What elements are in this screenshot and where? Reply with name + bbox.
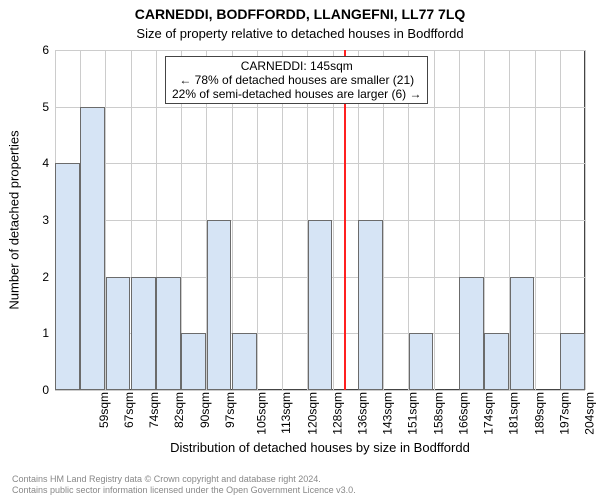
x-tick-label: 90sqm <box>198 392 212 428</box>
chart-subtitle: Size of property relative to detached ho… <box>0 26 600 41</box>
x-tick-label: 174sqm <box>482 392 496 435</box>
x-tick-label: 136sqm <box>356 392 370 435</box>
y-tick-label: 1 <box>42 326 49 340</box>
annotation-line: CARNEDDI: 145sqm <box>172 59 421 73</box>
x-tick-label: 166sqm <box>457 392 471 435</box>
histogram-bar <box>156 277 181 390</box>
x-tick-label: 105sqm <box>255 392 269 435</box>
y-tick-label: 4 <box>42 156 49 170</box>
y-axis-label: Number of detached properties <box>6 50 22 390</box>
gridline-h <box>55 107 585 108</box>
histogram-bar <box>181 333 206 390</box>
y-tick-label: 6 <box>42 43 49 57</box>
x-tick-label: 67sqm <box>122 392 136 428</box>
footer-line: Contains public sector information licen… <box>12 485 356 496</box>
plot-area: 012345659sqm67sqm74sqm82sqm90sqm97sqm105… <box>55 50 585 390</box>
histogram-bar <box>459 277 484 390</box>
x-tick-label: 120sqm <box>305 392 319 435</box>
y-tick-label: 0 <box>42 383 49 397</box>
x-tick-label: 128sqm <box>330 392 344 435</box>
x-axis-label: Distribution of detached houses by size … <box>55 440 585 455</box>
x-tick-label: 158sqm <box>431 392 445 435</box>
annotation-box: CARNEDDI: 145sqm← 78% of detached houses… <box>165 56 428 104</box>
gridline-v <box>535 50 536 390</box>
y-tick-label: 3 <box>42 213 49 227</box>
annotation-line: ← 78% of detached houses are smaller (21… <box>172 73 421 87</box>
histogram-bar <box>80 107 105 390</box>
x-tick-label: 59sqm <box>97 392 111 428</box>
x-tick-label: 151sqm <box>406 392 420 435</box>
histogram-bar <box>484 333 509 390</box>
histogram-bar <box>232 333 257 390</box>
x-tick-label: 204sqm <box>583 392 597 435</box>
histogram-bar <box>207 220 232 390</box>
x-tick-label: 97sqm <box>223 392 237 428</box>
gridline-h <box>55 390 585 391</box>
histogram-bar <box>510 277 535 390</box>
histogram-bar <box>131 277 156 390</box>
x-tick-label: 197sqm <box>558 392 572 435</box>
histogram-bar <box>106 277 131 390</box>
chart-title: CARNEDDI, BODFFORDD, LLANGEFNI, LL77 7LQ <box>0 6 600 22</box>
gridline-h <box>55 163 585 164</box>
histogram-bar <box>308 220 333 390</box>
gridline-h <box>55 50 585 51</box>
x-tick-label: 189sqm <box>532 392 546 435</box>
footer-line: Contains HM Land Registry data © Crown c… <box>12 474 356 485</box>
histogram-bar <box>358 220 383 390</box>
gridline-v <box>585 50 586 390</box>
y-tick-label: 5 <box>42 100 49 114</box>
x-tick-label: 181sqm <box>507 392 521 435</box>
footer-attribution: Contains HM Land Registry data © Crown c… <box>12 474 356 497</box>
x-tick-label: 82sqm <box>172 392 186 428</box>
x-tick-label: 74sqm <box>147 392 161 428</box>
histogram-bar <box>55 163 80 390</box>
x-tick-label: 113sqm <box>279 392 293 434</box>
annotation-line: 22% of semi-detached houses are larger (… <box>172 87 421 101</box>
histogram-bar <box>409 333 434 390</box>
histogram-bar <box>560 333 585 390</box>
x-tick-label: 143sqm <box>381 392 395 435</box>
y-tick-label: 2 <box>42 270 49 284</box>
gridline-v <box>434 50 435 390</box>
